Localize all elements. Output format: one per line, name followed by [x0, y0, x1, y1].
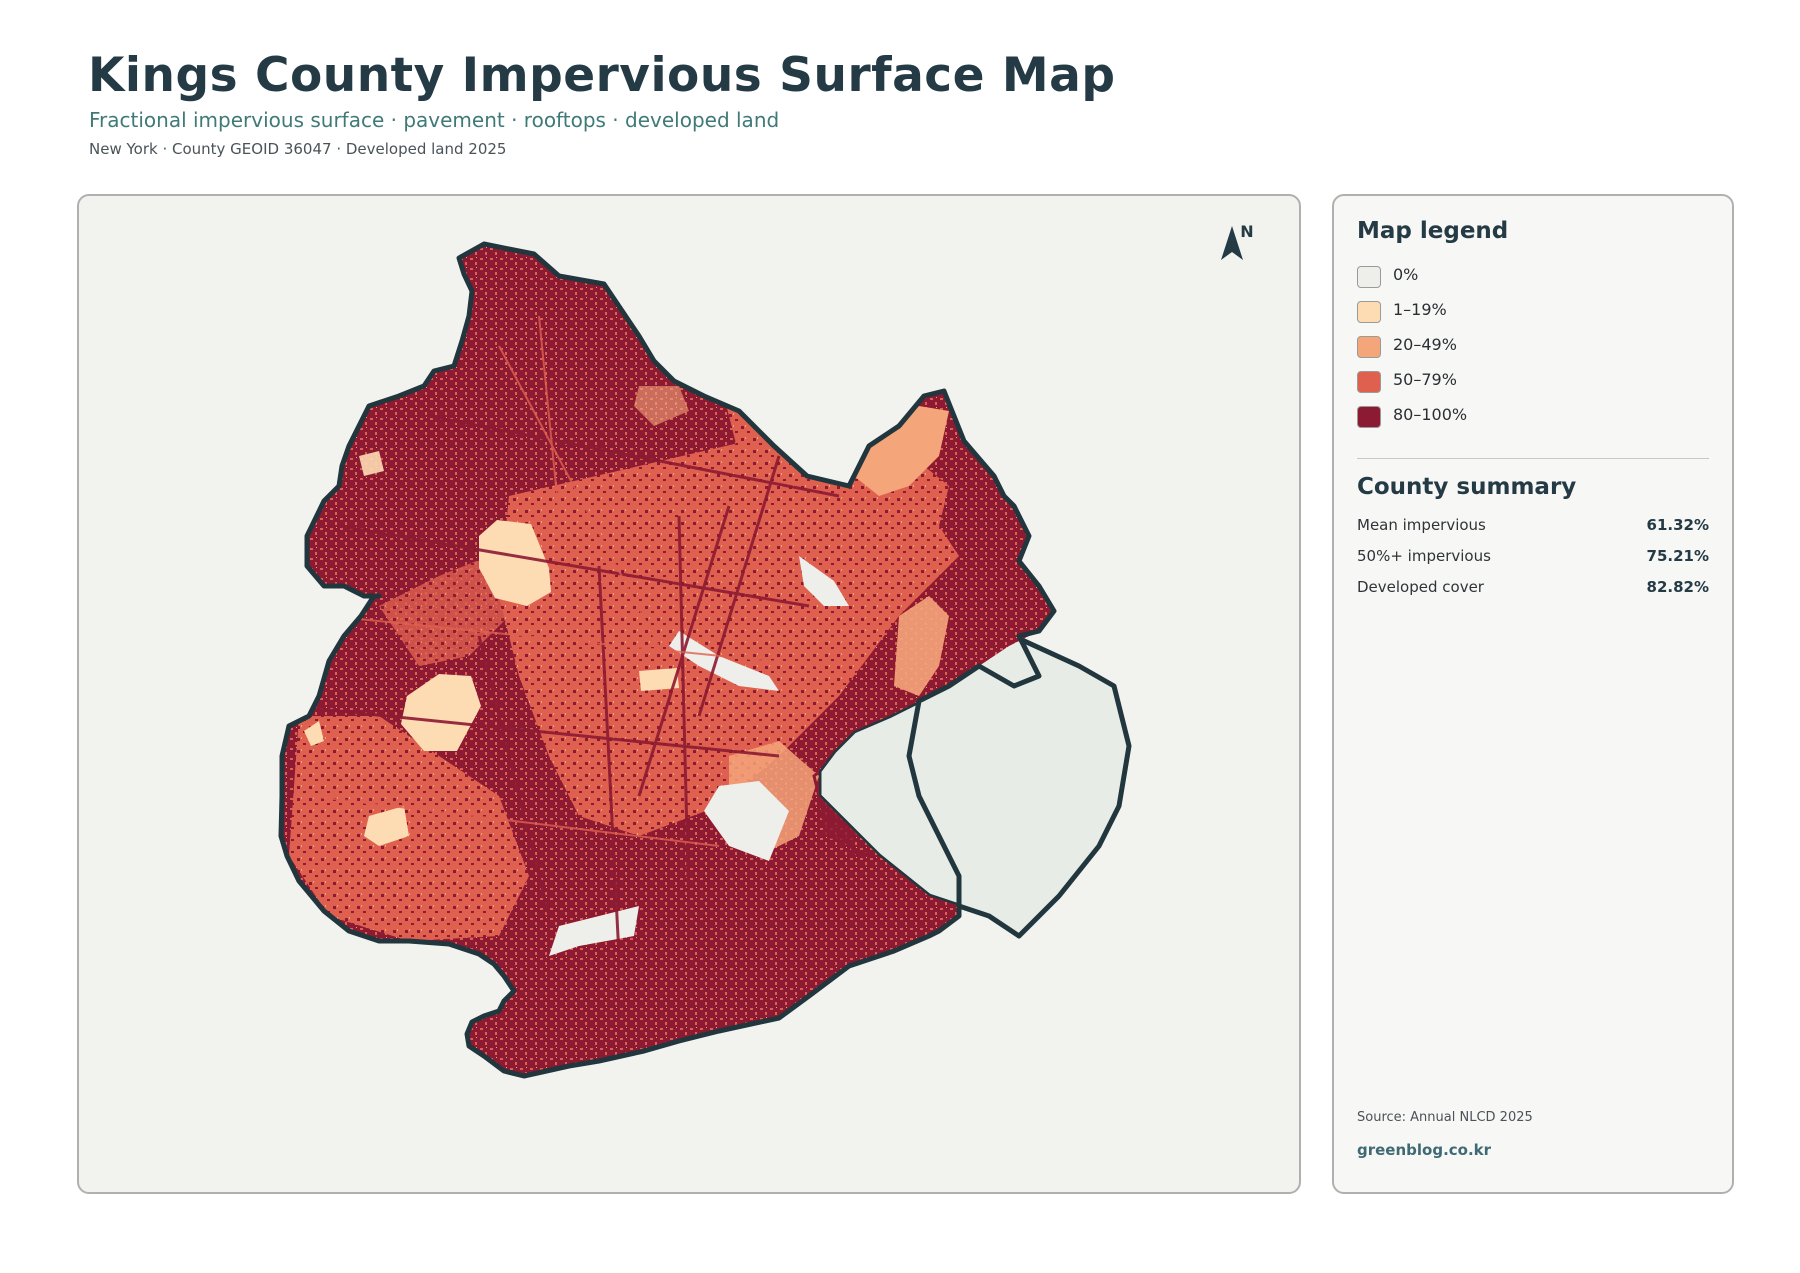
site-link[interactable]: greenblog.co.kr — [1357, 1141, 1492, 1159]
legend-swatch — [1357, 371, 1381, 393]
page-title: Kings County Impervious Surface Map — [88, 48, 1116, 103]
summary-value: 75.21% — [1646, 547, 1709, 565]
page-subtitle: Fractional impervious surface · pavement… — [89, 108, 780, 132]
summary-label: Developed cover — [1357, 578, 1484, 596]
north-label: N — [1240, 222, 1254, 241]
prospect-park — [401, 674, 481, 751]
page-meta: New York · County GEOID 36047 · Develope… — [89, 140, 507, 158]
north-arrow: N — [1217, 222, 1277, 260]
legend-label: 0% — [1393, 265, 1419, 284]
legend-swatch — [1357, 266, 1381, 288]
legend-swatch — [1357, 301, 1381, 323]
summary-list: Mean impervious 61.32% 50%+ impervious 7… — [1357, 516, 1709, 609]
summary-label: Mean impervious — [1357, 516, 1486, 534]
legend-swatch — [1357, 336, 1381, 358]
legend-label: 1–19% — [1393, 300, 1447, 319]
summary-row: Mean impervious 61.32% — [1357, 516, 1709, 547]
legend-divider — [1357, 458, 1709, 459]
summary-label: 50%+ impervious — [1357, 547, 1491, 565]
north-arrow-icon — [1221, 226, 1243, 260]
map-panel[interactable]: N — [77, 194, 1301, 1194]
legend-panel: Map legend 0% 1–19% 20–49% 50–79% 80–100… — [1332, 194, 1734, 1194]
legend-label: 20–49% — [1393, 335, 1457, 354]
summary-row: Developed cover 82.82% — [1357, 578, 1709, 609]
summary-title: County summary — [1357, 474, 1577, 500]
legend-label: 80–100% — [1393, 405, 1468, 424]
legend-title: Map legend — [1357, 218, 1509, 244]
legend-swatch — [1357, 406, 1381, 428]
summary-value: 61.32% — [1646, 516, 1709, 534]
legend-label: 50–79% — [1393, 370, 1457, 389]
county-map[interactable] — [79, 196, 1301, 1194]
source-note: Source: Annual NLCD 2025 — [1357, 1110, 1533, 1125]
county-boundary — [278, 241, 1057, 1079]
summary-value: 82.82% — [1646, 578, 1709, 596]
summary-row: 50%+ impervious 75.21% — [1357, 547, 1709, 578]
